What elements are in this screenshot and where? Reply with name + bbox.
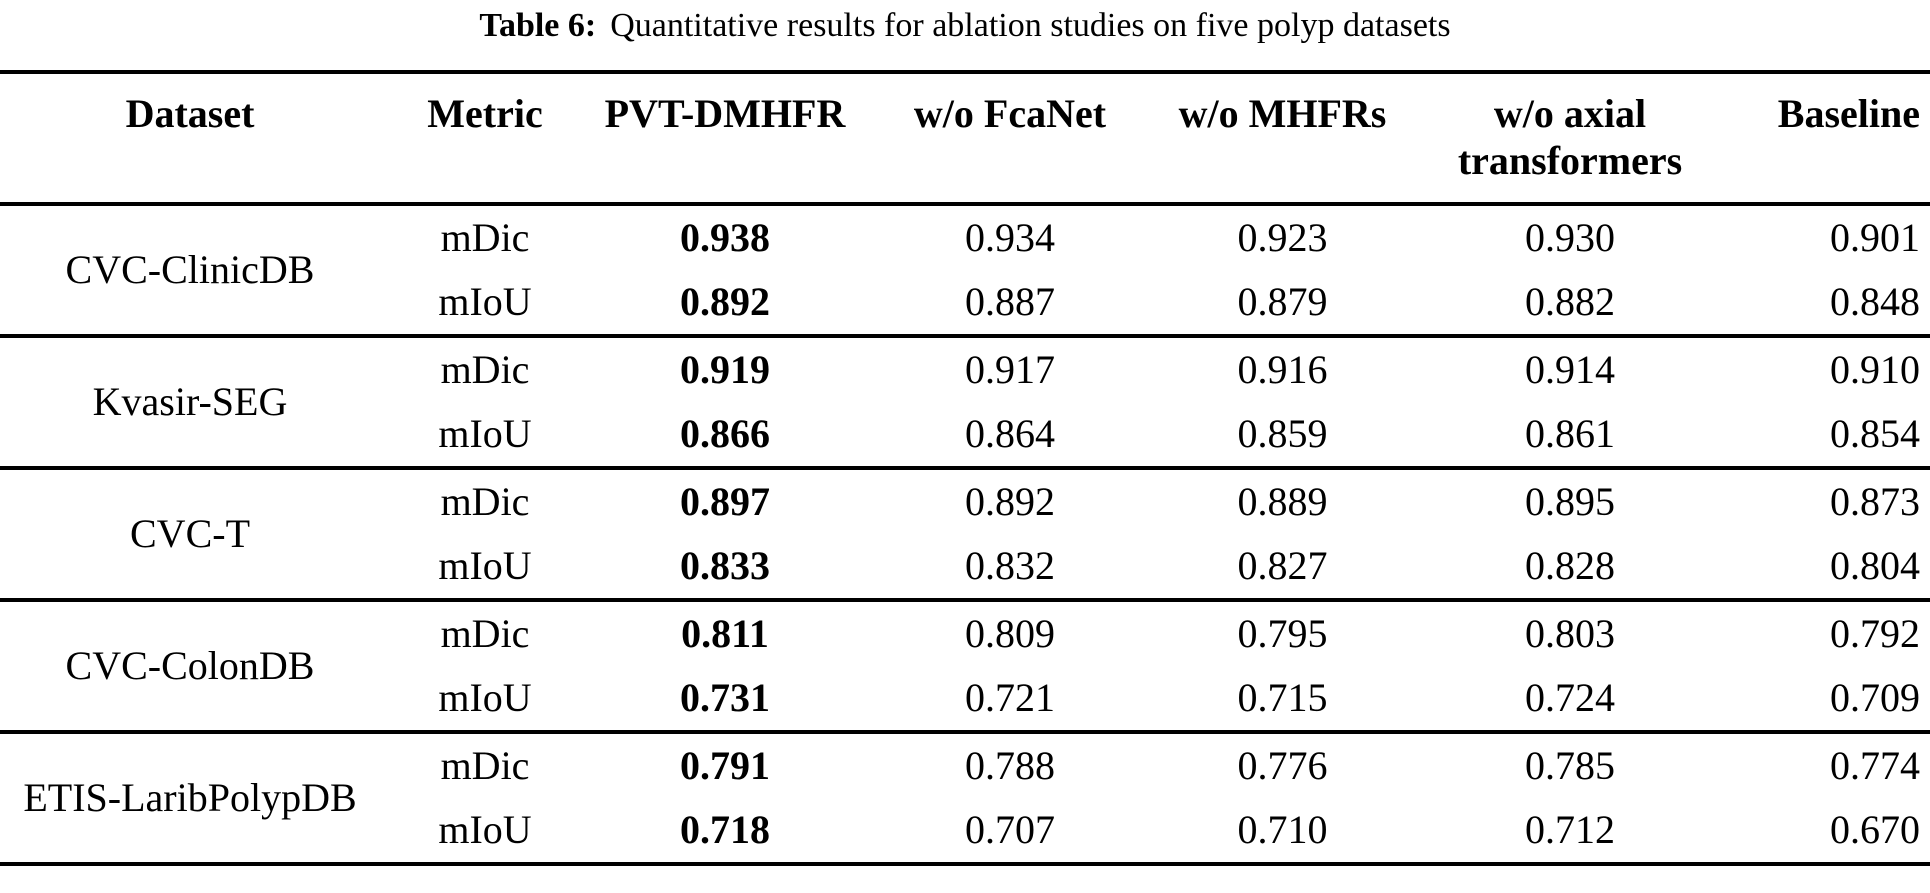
value-cell: 0.710 bbox=[1237, 807, 1328, 852]
value-cell: 0.934 bbox=[965, 215, 1055, 260]
value-cell: 0.859 bbox=[1237, 411, 1328, 456]
value-cell: 0.892 bbox=[965, 479, 1055, 524]
dataset-name-cell: Kvasir-SEG bbox=[92, 379, 288, 424]
dataset-name-cell: ETIS-LaribPolypDB bbox=[23, 775, 357, 820]
value-cell: 0.712 bbox=[1525, 807, 1615, 852]
column-header-wo-mhfrs: w/o MHFRs bbox=[1178, 91, 1387, 136]
dataset-block-cvc-t: CVC-T mDic 0.897 0.892 0.889 0.895 0.873… bbox=[0, 468, 1930, 600]
ablation-results-table: Dataset Metric PVT-DMHFR w/o FcaNet w/o … bbox=[0, 70, 1930, 866]
value-cell: 0.848 bbox=[1830, 279, 1920, 324]
table-caption-label: Table 6: bbox=[479, 7, 597, 44]
value-cell: 0.879 bbox=[1237, 279, 1328, 324]
metric-cell: mIoU bbox=[438, 675, 532, 720]
column-header-wo-axial-transformers: w/o axial transformers bbox=[1405, 72, 1735, 204]
table-row: CVC-ClinicDB mDic 0.938 0.934 0.923 0.93… bbox=[0, 204, 1930, 290]
table-row: CVC-ColonDB mDic 0.811 0.809 0.795 0.803… bbox=[0, 600, 1930, 686]
column-header-pvt-dmhfr: PVT-DMHFR bbox=[604, 91, 846, 136]
value-cell: 0.917 bbox=[965, 347, 1055, 392]
dataset-block-cvc-colondb: CVC-ColonDB mDic 0.811 0.809 0.795 0.803… bbox=[0, 600, 1930, 732]
metric-cell: mDic bbox=[440, 611, 530, 656]
table-header-row: Dataset Metric PVT-DMHFR w/o FcaNet w/o … bbox=[0, 72, 1930, 204]
value-cell: 0.895 bbox=[1525, 479, 1615, 524]
value-cell: 0.788 bbox=[965, 743, 1055, 788]
value-cell: 0.861 bbox=[1525, 411, 1615, 456]
value-cell: 0.670 bbox=[1830, 807, 1920, 852]
value-cell: 0.774 bbox=[1830, 743, 1920, 788]
column-header-metric: Metric bbox=[427, 91, 543, 136]
value-cell: 0.785 bbox=[1525, 743, 1615, 788]
metric-cell: mIoU bbox=[438, 279, 532, 324]
table-row: mIoU 0.833 0.832 0.827 0.828 0.804 bbox=[0, 534, 1930, 600]
dataset-name-cell: CVC-ColonDB bbox=[65, 643, 315, 688]
metric-cell: mDic bbox=[440, 479, 530, 524]
metric-cell: mIoU bbox=[438, 807, 532, 852]
dataset-block-kvasir-seg: Kvasir-SEG mDic 0.919 0.917 0.916 0.914 … bbox=[0, 336, 1930, 468]
table-row: mIoU 0.866 0.864 0.859 0.861 0.854 bbox=[0, 402, 1930, 468]
value-cell: 0.882 bbox=[1525, 279, 1615, 324]
value-cell: 0.889 bbox=[1237, 479, 1328, 524]
metric-cell: mDic bbox=[440, 347, 530, 392]
table-row: mIoU 0.892 0.887 0.879 0.882 0.848 bbox=[0, 270, 1930, 336]
value-cell: 0.833 bbox=[680, 543, 770, 588]
table-row: ETIS-LaribPolypDB mDic 0.791 0.788 0.776… bbox=[0, 732, 1930, 818]
value-cell: 0.914 bbox=[1525, 347, 1615, 392]
table-row: Kvasir-SEG mDic 0.919 0.917 0.916 0.914 … bbox=[0, 336, 1930, 422]
value-cell: 0.916 bbox=[1237, 347, 1328, 392]
metric-cell: mDic bbox=[440, 215, 530, 260]
dataset-block-cvc-clinicdb: CVC-ClinicDB mDic 0.938 0.934 0.923 0.93… bbox=[0, 204, 1930, 336]
value-cell: 0.828 bbox=[1525, 543, 1615, 588]
value-cell: 0.731 bbox=[680, 675, 770, 720]
table-row: mIoU 0.731 0.721 0.715 0.724 0.709 bbox=[0, 666, 1930, 732]
table-caption-text: Quantitative results for ablation studie… bbox=[610, 7, 1451, 44]
dataset-block-etis-laribpolypdb: ETIS-LaribPolypDB mDic 0.791 0.788 0.776… bbox=[0, 732, 1930, 864]
value-cell: 0.873 bbox=[1830, 479, 1920, 524]
metric-cell: mIoU bbox=[438, 411, 532, 456]
value-cell: 0.919 bbox=[680, 347, 770, 392]
value-cell: 0.721 bbox=[965, 675, 1055, 720]
value-cell: 0.866 bbox=[680, 411, 770, 456]
dataset-name-cell: CVC-ClinicDB bbox=[65, 247, 315, 292]
value-cell: 0.892 bbox=[680, 279, 770, 324]
value-cell: 0.901 bbox=[1830, 215, 1920, 260]
value-cell: 0.791 bbox=[680, 743, 770, 788]
table-row: CVC-T mDic 0.897 0.892 0.889 0.895 0.873 bbox=[0, 468, 1930, 554]
value-cell: 0.827 bbox=[1237, 543, 1328, 588]
value-cell: 0.938 bbox=[680, 215, 770, 260]
dataset-name-cell: CVC-T bbox=[130, 511, 250, 556]
value-cell: 0.709 bbox=[1830, 675, 1920, 720]
axial-header-line2: transformers bbox=[1457, 138, 1683, 183]
column-header-wo-fcanet: w/o FcaNet bbox=[913, 91, 1107, 136]
value-cell: 0.811 bbox=[681, 611, 769, 656]
value-cell: 0.910 bbox=[1830, 347, 1920, 392]
value-cell: 0.864 bbox=[965, 411, 1055, 456]
value-cell: 0.887 bbox=[965, 279, 1055, 324]
value-cell: 0.809 bbox=[965, 611, 1055, 656]
value-cell: 0.724 bbox=[1525, 675, 1615, 720]
value-cell: 0.804 bbox=[1830, 543, 1920, 588]
value-cell: 0.803 bbox=[1525, 611, 1615, 656]
value-cell: 0.795 bbox=[1237, 611, 1328, 656]
metric-cell: mIoU bbox=[438, 543, 532, 588]
axial-header-line1: w/o axial bbox=[1493, 91, 1647, 136]
value-cell: 0.776 bbox=[1237, 743, 1328, 788]
value-cell: 0.707 bbox=[965, 807, 1055, 852]
metric-cell: mDic bbox=[440, 743, 530, 788]
value-cell: 0.897 bbox=[680, 479, 770, 524]
column-header-dataset: Dataset bbox=[125, 91, 255, 136]
value-cell: 0.718 bbox=[680, 807, 770, 852]
table-caption: Table 6: Quantitative results for ablati… bbox=[0, 0, 1930, 70]
value-cell: 0.832 bbox=[965, 543, 1055, 588]
value-cell: 0.854 bbox=[1830, 411, 1920, 456]
column-header-baseline: Baseline bbox=[1777, 91, 1920, 136]
value-cell: 0.930 bbox=[1525, 215, 1615, 260]
value-cell: 0.715 bbox=[1237, 675, 1328, 720]
value-cell: 0.923 bbox=[1237, 215, 1328, 260]
table-row: mIoU 0.718 0.707 0.710 0.712 0.670 bbox=[0, 798, 1930, 864]
value-cell: 0.792 bbox=[1830, 611, 1920, 656]
